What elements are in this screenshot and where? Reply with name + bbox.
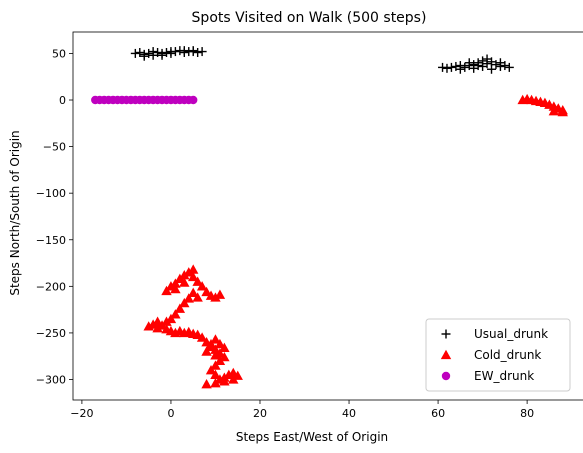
cold-drunk-point xyxy=(192,276,203,286)
cold-drunk-point xyxy=(161,285,172,296)
cold-drunk-point xyxy=(228,374,239,384)
usual-drunk-point xyxy=(135,47,145,57)
x-axis-label: Steps East/West of Origin xyxy=(236,430,388,444)
x-tick-label: 40 xyxy=(342,407,356,420)
y-tick-label: −250 xyxy=(36,327,66,340)
cold-drunk-point xyxy=(548,105,560,116)
cold-drunk-point xyxy=(205,364,217,375)
usual-drunk-point xyxy=(148,47,158,57)
usual-drunk-point xyxy=(446,62,456,72)
cold-drunk-point xyxy=(196,281,208,291)
usual-drunk-point xyxy=(495,58,505,68)
usual-drunk-point xyxy=(139,51,149,61)
cold-drunk-point xyxy=(183,293,194,303)
usual-drunk-point xyxy=(478,61,488,71)
usual-drunk-point xyxy=(130,48,140,58)
legend-usual-drunk-marker xyxy=(441,329,451,339)
cold-drunk-point xyxy=(174,303,186,313)
cold-drunk-point xyxy=(210,360,221,370)
usual-drunk-point xyxy=(469,63,479,73)
usual-drunk-point xyxy=(464,58,474,68)
cold-drunk-point xyxy=(188,271,199,282)
usual-drunk-point xyxy=(193,47,203,57)
ew-drunk-point xyxy=(189,95,198,105)
cold-drunk-point xyxy=(210,369,221,380)
y-tick-label: 0 xyxy=(59,94,66,107)
legend-usual-drunk-label: Usual_drunk xyxy=(474,327,548,341)
cold-drunk-point xyxy=(219,351,230,362)
y-tick-label: −50 xyxy=(43,141,66,154)
cold-drunk-point xyxy=(188,287,199,298)
cold-drunk-point xyxy=(210,334,221,344)
chart-title: Spots Visited on Walk (500 steps) xyxy=(192,10,427,26)
usual-drunk-point xyxy=(188,46,198,56)
cold-drunk-point xyxy=(179,277,190,287)
usual-drunk-point xyxy=(157,50,167,60)
y-tick-label: −200 xyxy=(36,280,66,293)
cold-drunk-point xyxy=(201,286,212,297)
legend-cold-drunk-label: Cold_drunk xyxy=(474,348,541,362)
usual-drunk-point xyxy=(455,64,465,74)
x-tick-label: 80 xyxy=(520,407,534,420)
y-tick-label: −100 xyxy=(36,187,66,200)
usual-drunk-point xyxy=(504,62,514,72)
cold-drunk-point xyxy=(210,378,221,388)
usual-drunk-point xyxy=(179,47,189,57)
cold-drunk-point xyxy=(219,342,230,352)
cold-drunk-point xyxy=(210,292,221,302)
cold-drunk-point xyxy=(214,355,226,366)
y-tick-label: 50 xyxy=(52,47,66,60)
cold-drunk-point xyxy=(201,378,212,389)
cold-drunk-point xyxy=(214,338,226,349)
cold-drunk-point xyxy=(210,344,221,354)
legend-ew-drunk-marker xyxy=(441,371,451,381)
cold-drunk-point xyxy=(232,370,243,380)
cold-drunk-point xyxy=(214,289,226,299)
legend: Usual_drunk Cold_drunk EW_drunk xyxy=(425,318,571,392)
data-points xyxy=(91,46,568,389)
usual-drunk-point xyxy=(438,62,448,72)
cold-drunk-point xyxy=(161,316,172,326)
y-tick-label: −150 xyxy=(36,234,66,247)
cold-drunk-point xyxy=(201,346,212,356)
cold-drunk-point xyxy=(143,321,154,331)
y-tick-label: −300 xyxy=(36,374,66,387)
x-tick-label: 20 xyxy=(253,407,267,420)
usual-drunk-point xyxy=(197,47,207,57)
cold-drunk-point xyxy=(170,309,181,319)
cold-drunk-point xyxy=(210,350,221,360)
x-tick-label: 60 xyxy=(431,407,445,420)
cold-drunk-point xyxy=(174,273,186,284)
cold-drunk-point xyxy=(219,376,230,386)
x-axis-ticks: −20 0 20 40 60 80 xyxy=(70,400,534,420)
legend-ew-drunk-label: EW_drunk xyxy=(474,369,534,383)
usual-drunk-point xyxy=(487,64,497,74)
cold-drunk-point xyxy=(170,283,181,294)
plot-frame xyxy=(72,31,583,401)
cold-drunk-point xyxy=(179,269,190,280)
usual-drunk-point xyxy=(166,48,176,58)
legend-entries: Usual_drunk Cold_drunk EW_drunk xyxy=(440,327,548,383)
cold-drunk-point xyxy=(557,106,568,117)
cold-drunk-point xyxy=(179,297,190,308)
legend-cold-drunk-marker xyxy=(440,349,452,360)
usual-drunk-point xyxy=(170,47,180,57)
cold-drunk-point xyxy=(152,323,163,333)
usual-drunk-point xyxy=(491,60,501,70)
cold-drunk-point xyxy=(196,332,208,342)
usual-drunk-point xyxy=(460,62,470,72)
x-tick-label: 0 xyxy=(167,407,174,420)
usual-drunk-point xyxy=(442,63,452,73)
y-axis-label: Steps North/South of Origin xyxy=(8,130,22,295)
y-axis-ticks: 50 0 −50 −100 −150 −200 −250 −300 xyxy=(36,47,73,387)
cold-drunk-point xyxy=(188,264,199,274)
x-tick-label: −20 xyxy=(70,407,93,420)
legend-box xyxy=(425,318,571,392)
